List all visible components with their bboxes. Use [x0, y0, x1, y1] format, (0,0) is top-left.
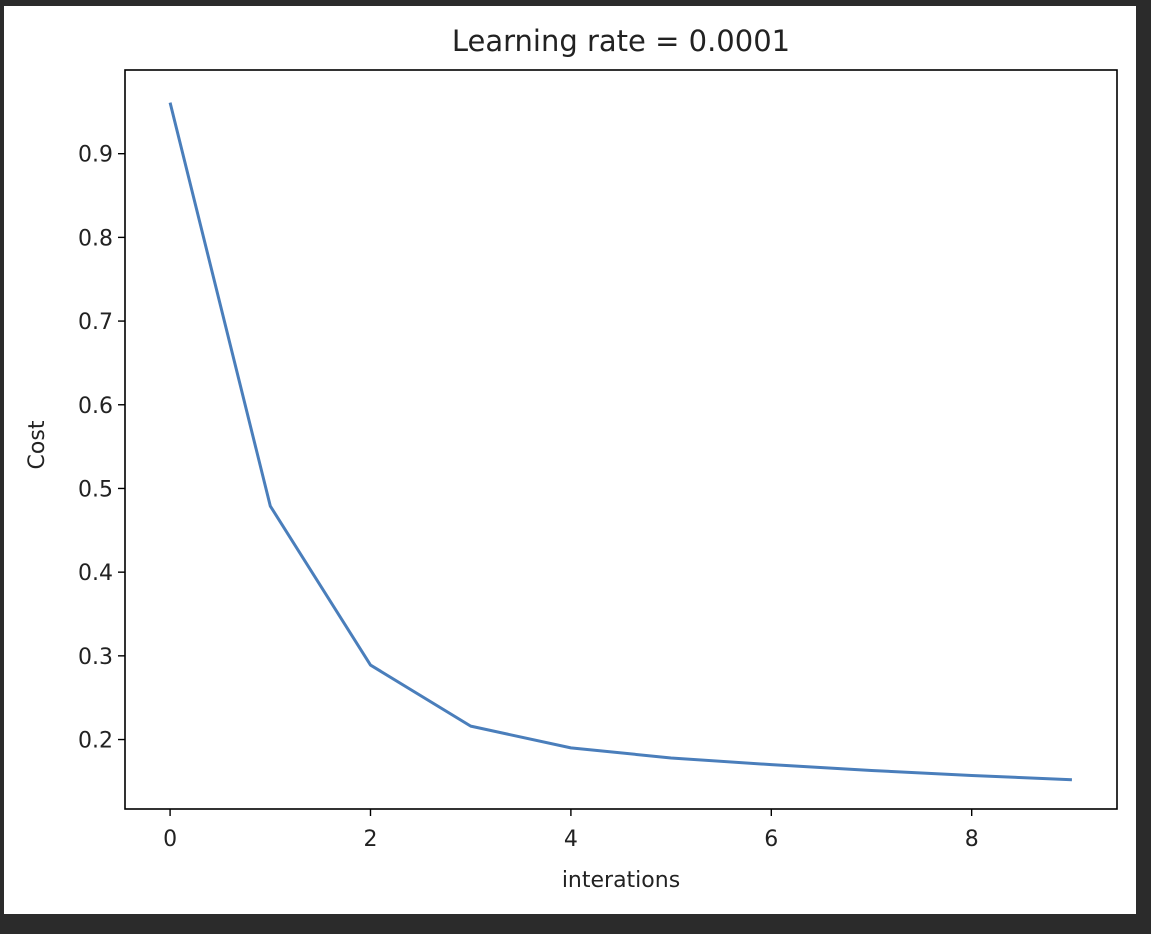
plot-area: 0 2 4 6 8 0.2 0.3 0.4 0.5 0.6 0.7 0.8 0.9: [78, 69, 1118, 852]
x-tick-label: 6: [764, 827, 778, 852]
y-tick-label: 0.9: [78, 143, 113, 168]
chart-figure: Learning rate = 0.0001 0 2 4 6 8 0.2 0.3 0.4 0.5…: [4, 6, 1136, 914]
axes-frame: [124, 69, 1118, 810]
series-line: [168, 102, 1072, 782]
chart-title: Learning rate = 0.0001: [452, 24, 790, 58]
y-tick-label: 0.8: [78, 226, 113, 251]
y-tick-label: 0.5: [78, 477, 113, 502]
y-tick-label: 0.7: [78, 310, 113, 335]
y-tick-label: 0.4: [78, 561, 113, 586]
x-axis-label: interations: [562, 868, 680, 893]
y-tick-label: 0.6: [78, 394, 113, 419]
line-chart: Learning rate = 0.0001 0 2 4 6 8 0.2 0.3 0.4 0.5…: [25, 24, 1118, 893]
x-tick-label: 8: [965, 827, 979, 852]
x-tick-label: 4: [564, 827, 578, 852]
y-axis-label: Cost: [25, 420, 50, 469]
x-tick-label: 0: [163, 827, 177, 852]
y-tick-label: 0.3: [78, 645, 113, 670]
y-tick-label: 0.2: [78, 729, 113, 754]
x-tick-label: 2: [363, 827, 377, 852]
